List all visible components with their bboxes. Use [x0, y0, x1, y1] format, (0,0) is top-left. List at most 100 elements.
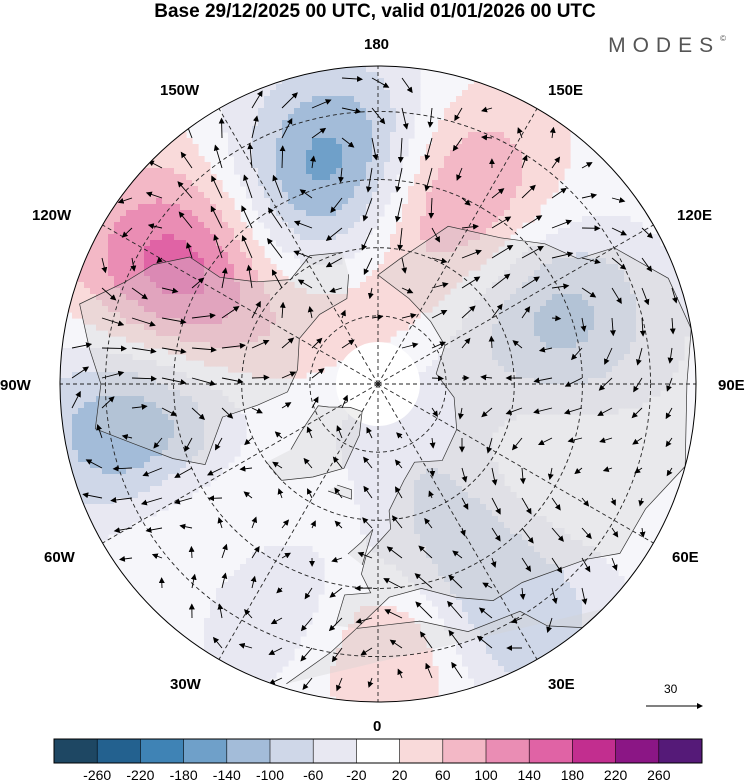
anomaly-cell — [348, 336, 355, 343]
anomaly-cell — [228, 276, 235, 283]
anomaly-cell — [582, 264, 589, 271]
anomaly-cell — [228, 312, 235, 319]
anomaly-cell — [276, 330, 283, 337]
anomaly-cell — [402, 114, 409, 121]
anomaly-cell — [144, 372, 151, 379]
anomaly-cell — [312, 102, 319, 109]
anomaly-cell — [282, 294, 289, 301]
anomaly-cell — [102, 498, 109, 505]
anomaly-cell — [360, 132, 367, 139]
anomaly-cell — [654, 372, 661, 379]
anomaly-cell — [90, 246, 97, 253]
anomaly-cell — [174, 348, 181, 355]
anomaly-cell — [174, 150, 181, 157]
anomaly-cell — [162, 282, 169, 289]
anomaly-cell — [660, 258, 667, 265]
anomaly-cell — [252, 174, 259, 181]
anomaly-cell — [420, 216, 427, 223]
anomaly-cell — [306, 312, 313, 319]
anomaly-cell — [174, 156, 181, 163]
anomaly-cell — [348, 462, 355, 469]
anomaly-cell — [312, 258, 319, 265]
anomaly-cell — [186, 216, 193, 223]
anomaly-cell — [156, 288, 163, 295]
anomaly-cell — [528, 336, 535, 343]
anomaly-cell — [384, 300, 391, 307]
anomaly-cell — [366, 480, 373, 487]
anomaly-cell — [462, 234, 469, 241]
anomaly-cell — [168, 288, 175, 295]
anomaly-cell — [528, 366, 535, 373]
anomaly-cell — [108, 462, 115, 469]
anomaly-cell — [558, 162, 565, 169]
anomaly-cell — [330, 156, 337, 163]
anomaly-cell — [414, 462, 421, 469]
anomaly-cell — [102, 408, 109, 415]
anomaly-cell — [402, 306, 409, 313]
anomaly-cell — [90, 288, 97, 295]
anomaly-cell — [492, 216, 499, 223]
anomaly-cell — [150, 246, 157, 253]
anomaly-cell — [396, 516, 403, 523]
anomaly-cell — [480, 114, 487, 121]
anomaly-cell — [126, 246, 133, 253]
anomaly-cell — [378, 444, 385, 451]
anomaly-cell — [174, 168, 181, 175]
anomaly-cell — [606, 240, 613, 247]
anomaly-cell — [312, 312, 319, 319]
anomaly-cell — [168, 444, 175, 451]
anomaly-cell — [126, 240, 133, 247]
anomaly-cell — [618, 246, 625, 253]
anomaly-cell — [294, 306, 301, 313]
anomaly-cell — [180, 282, 187, 289]
anomaly-cell — [114, 324, 121, 331]
anomaly-cell — [534, 336, 541, 343]
anomaly-cell — [420, 222, 427, 229]
anomaly-cell — [366, 138, 373, 145]
anomaly-cell — [474, 84, 481, 91]
anomaly-cell — [474, 474, 481, 481]
anomaly-cell — [354, 198, 361, 205]
anomaly-cell — [474, 486, 481, 493]
anomaly-cell — [630, 396, 637, 403]
anomaly-cell — [222, 444, 229, 451]
anomaly-cell — [114, 354, 121, 361]
anomaly-cell — [492, 498, 499, 505]
anomaly-cell — [480, 216, 487, 223]
anomaly-cell — [474, 444, 481, 451]
anomaly-cell — [348, 162, 355, 169]
anomaly-cell — [552, 330, 559, 337]
anomaly-cell — [90, 258, 97, 265]
anomaly-cell — [618, 378, 625, 385]
anomaly-cell — [618, 348, 625, 355]
anomaly-cell — [162, 492, 169, 499]
anomaly-cell — [480, 468, 487, 475]
anomaly-cell — [402, 90, 409, 97]
anomaly-cell — [246, 348, 253, 355]
anomaly-cell — [528, 282, 535, 289]
anomaly-cell — [210, 396, 217, 403]
anomaly-cell — [258, 372, 265, 379]
anomaly-cell — [222, 294, 229, 301]
anomaly-cell — [174, 270, 181, 277]
anomaly-cell — [648, 336, 655, 343]
anomaly-cell — [180, 468, 187, 475]
anomaly-cell — [150, 282, 157, 289]
anomaly-cell — [288, 312, 295, 319]
anomaly-cell — [138, 198, 145, 205]
anomaly-cell — [282, 276, 289, 283]
anomaly-cell — [354, 480, 361, 487]
anomaly-cell — [474, 510, 481, 517]
anomaly-cell — [258, 180, 265, 187]
anomaly-cell — [306, 324, 313, 331]
anomaly-cell — [132, 288, 139, 295]
anomaly-cell — [360, 126, 367, 133]
anomaly-cell — [426, 486, 433, 493]
anomaly-cell — [534, 318, 541, 325]
anomaly-cell — [372, 504, 379, 511]
anomaly-cell — [390, 144, 397, 151]
anomaly-cell — [474, 480, 481, 487]
anomaly-cell — [402, 486, 409, 493]
anomaly-cell — [276, 240, 283, 247]
anomaly-cell — [78, 390, 85, 397]
